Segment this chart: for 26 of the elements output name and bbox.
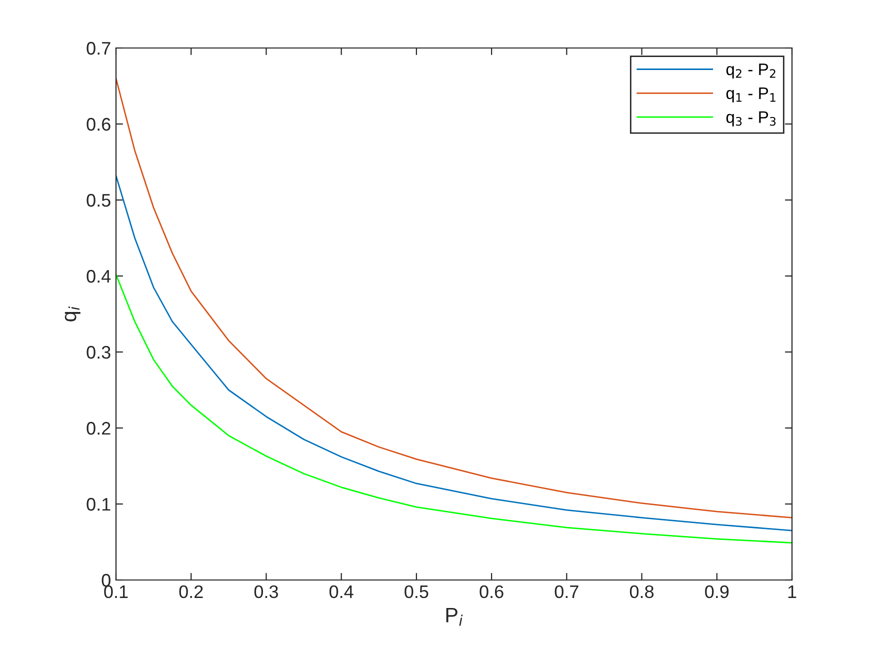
x-tick-label: 0.2 — [179, 585, 203, 598]
x-tick-label: 0.3 — [254, 585, 278, 598]
y-tick-label: 0.7 — [86, 42, 110, 55]
x-tick-label: 0.9 — [705, 585, 729, 598]
x-axis-title: P$_{i}$ — [446, 608, 463, 626]
x-tick-label: 0.4 — [329, 585, 354, 598]
y-tick-label: 0.1 — [86, 498, 110, 511]
legend-label: q$_{1}$ - P$_{1}$ — [726, 87, 776, 102]
x-tick-label: 0.8 — [630, 585, 654, 598]
y-tick-label: 0.5 — [86, 194, 110, 207]
x-tick-label: 1 — [788, 586, 796, 598]
x-tick-label: 0.6 — [480, 585, 504, 598]
line-series — [116, 174, 792, 532]
x-tick-label: 0.1 — [104, 585, 128, 598]
line-series — [116, 274, 792, 544]
y-tick-label: 0.6 — [86, 118, 110, 131]
x-tick-label: 0.5 — [404, 585, 428, 598]
legend-label: q$_{3}$ - P$_{3}$ — [726, 111, 776, 126]
y-tick-label: 0 — [102, 574, 110, 587]
y-tick-label: 0.2 — [86, 422, 110, 435]
x-tick-label: 0.7 — [554, 585, 578, 598]
y-tick-label: 0.3 — [86, 346, 110, 359]
y-axis-title: q$_{i}$ — [64, 306, 80, 322]
legend-label: q$_{2}$ - P$_{2}$ — [726, 64, 776, 79]
y-tick-label: 0.4 — [86, 270, 111, 283]
line-series — [116, 78, 792, 518]
